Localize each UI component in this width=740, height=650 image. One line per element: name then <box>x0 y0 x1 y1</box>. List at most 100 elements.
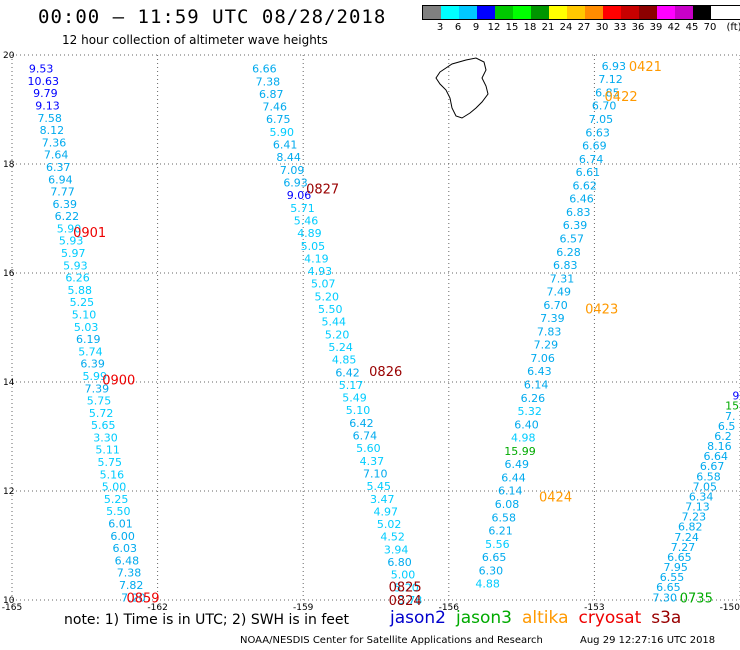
color-scale-label: 42 <box>667 22 681 33</box>
wave-height-value: 5.88 <box>67 284 92 297</box>
wave-height-value: 5.97 <box>61 247 86 260</box>
wave-height-value: 7.95 <box>663 561 688 574</box>
pass-time-label: 0735 <box>680 591 713 606</box>
wave-height-value: 5.44 <box>321 316 346 329</box>
wave-height-value: 7.20 <box>121 591 146 604</box>
y-tick-label: 14 <box>3 378 15 388</box>
wave-height-value: 7.82 <box>119 579 144 592</box>
color-swatch <box>657 6 675 19</box>
wave-height-value: 5.75 <box>87 395 112 408</box>
wave-height-value: 7.29 <box>534 339 559 352</box>
wave-height-value: 6.57 <box>560 232 585 245</box>
wave-height-value: 4.52 <box>380 531 405 544</box>
wave-height-value: 6.74 <box>353 430 378 443</box>
wave-height-value: 9.53 <box>29 63 54 76</box>
wave-height-value: 5.16 <box>100 468 125 481</box>
pass-time-label: 0859 <box>126 591 159 606</box>
color-scale-label: 18 <box>523 22 537 33</box>
color-scale-label: 24 <box>559 22 573 33</box>
wave-height-value: 6.28 <box>556 246 581 259</box>
wave-height-value: 7.58 <box>37 112 62 125</box>
color-scale-label: 3 <box>436 22 444 33</box>
wave-height-value: 6.2 <box>714 430 732 443</box>
wave-height-value: 7.46 <box>263 101 288 114</box>
wave-height-value: 6.93 <box>602 60 627 73</box>
color-swatch <box>441 6 459 19</box>
wave-height-value: 8.12 <box>40 124 65 137</box>
wave-height-value: 6.61 <box>576 166 601 179</box>
pass-time-label: 0424 <box>539 490 572 505</box>
wave-height-value: 6.42 <box>349 417 374 430</box>
track-cryosat: 9.5310.639.799.137.588.127.367.646.376.9… <box>28 63 160 607</box>
axis-labels: -165 -162 -159 -156 -153 -150 10 12 14 16 18 20 <box>2 51 740 613</box>
color-swatch <box>495 6 513 19</box>
wave-height-value: 6.49 <box>504 458 529 471</box>
wave-height-value: 3.30 <box>93 431 118 444</box>
wave-height-value: 6.22 <box>55 210 80 223</box>
wave-height-value: 5.56 <box>485 538 510 551</box>
satellite-label-jason3: jason3 <box>456 608 512 628</box>
footer-note: note: 1) Time is in UTC; 2) SWH is in fe… <box>64 612 350 628</box>
wave-height-value: 6.62 <box>572 179 597 192</box>
wave-height-value: 5.71 <box>290 202 315 215</box>
wave-height-value: 5.20 <box>394 581 419 594</box>
satellite-label-altika: altika <box>522 608 569 628</box>
color-scale-label: 27 <box>577 22 591 33</box>
wave-height-value: 6.14 <box>498 485 523 498</box>
wave-height-value: 7.05 <box>693 480 718 493</box>
wave-height-value: 5.10 <box>72 309 97 322</box>
wave-height-value: 6.08 <box>495 498 520 511</box>
color-scale-label: 9 <box>472 22 480 33</box>
wave-height-value: 6.39 <box>80 358 105 371</box>
color-swatch <box>675 6 693 19</box>
color-swatch <box>513 6 531 19</box>
wave-height-value: 6.94 <box>48 173 73 186</box>
wave-height-value: 6.19 <box>76 333 101 346</box>
wave-height-value: 4.98 <box>511 432 536 445</box>
wave-height-value: 3.94 <box>384 543 409 556</box>
wave-height-value: 5.90 <box>57 222 82 235</box>
wave-height-value: 6.58 <box>492 511 517 524</box>
wave-height-value: 5.05 <box>301 240 326 253</box>
wave-height-value: 7.05 <box>589 113 614 126</box>
wave-height-value: 6.87 <box>259 88 284 101</box>
wave-height-value: 7.10 <box>363 467 388 480</box>
wave-height-value: 4.88 <box>475 578 500 591</box>
wave-height-value: 3.47 <box>370 493 395 506</box>
y-tick-label: 20 <box>3 51 15 61</box>
wave-height-value: 5.50 <box>318 303 343 316</box>
wave-height-value: 3.78 <box>398 594 423 607</box>
wave-height-value: 6.43 <box>527 365 552 378</box>
grid-lines <box>11 54 740 601</box>
wave-height-value: 6.80 <box>387 556 412 569</box>
wave-height-value: 5.74 <box>78 345 103 358</box>
wave-height-value: 6.14 <box>524 379 549 392</box>
wave-height-value: 5.25 <box>70 296 95 309</box>
wave-height-value: 6.26 <box>521 392 546 405</box>
color-scale-label: 45 <box>685 22 699 33</box>
wave-height-value: 6.83 <box>566 206 591 219</box>
wave-height-value: 10.63 <box>28 75 60 88</box>
pass-time-label: 0900 <box>102 373 135 388</box>
color-scale-label: 21 <box>541 22 555 33</box>
wave-height-value: 7.09 <box>280 164 305 177</box>
color-swatch <box>603 6 621 19</box>
wave-height-value: 7.12 <box>598 73 623 86</box>
color-swatch <box>459 6 477 19</box>
color-swatch <box>423 6 441 19</box>
pass-time-label: 0422 <box>605 90 638 105</box>
wave-height-value: 5.02 <box>377 518 402 531</box>
chart-title: 00:00 – 11:59 UTC 08/28/2018 <box>38 6 387 28</box>
wave-height-value: 7.36 <box>42 136 67 149</box>
color-scale-label: 36 <box>631 22 645 33</box>
wave-height-value: 5.00 <box>391 569 416 582</box>
color-swatch <box>693 6 711 19</box>
x-tick-label: -156 <box>439 603 460 613</box>
pass-time-label: 0826 <box>369 365 402 380</box>
wave-height-value: 7.27 <box>671 541 696 554</box>
wave-height-value: 5.07 <box>311 278 336 291</box>
wave-height-value: 5.00 <box>102 481 127 494</box>
wave-height-value: 5.20 <box>315 290 340 303</box>
wave-height-value: 7. <box>725 410 736 423</box>
satellite-label-s3a: s3a <box>651 608 682 628</box>
